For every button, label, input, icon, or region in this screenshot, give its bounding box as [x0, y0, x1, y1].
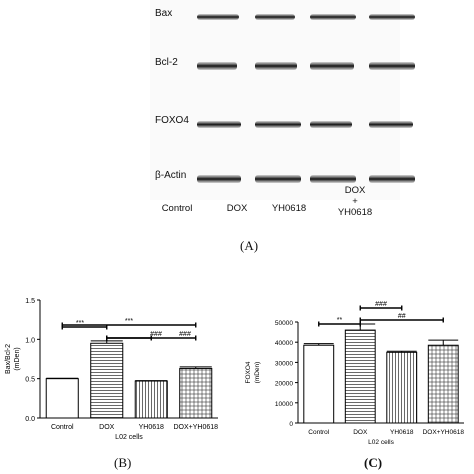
x-tick-label: DOX+YH0618: [423, 429, 465, 436]
x-axis-label: L02 cells: [368, 439, 394, 446]
y-tick-label: 0.5: [25, 377, 35, 384]
band-actin-4: [369, 175, 415, 183]
significance-label: ###: [179, 331, 191, 338]
bar-control: [45, 378, 79, 419]
significance-label: ***: [125, 318, 133, 325]
y-tick-label: 50000: [275, 320, 293, 327]
x-tick-label: YH0618: [390, 429, 414, 436]
band-actin-3: [310, 175, 356, 183]
significance-label: ###: [150, 331, 162, 338]
band-foxo4-3: [310, 121, 352, 128]
blot-label-bcl2: Bcl-2: [155, 57, 178, 68]
band-bax-2: [255, 14, 295, 20]
panel-label-b: (B): [114, 455, 132, 470]
significance-label: **: [337, 317, 343, 324]
x-tick-label: DOX: [99, 424, 115, 431]
band-bcl2-4: [369, 62, 415, 70]
bar-dox-yh0618: [179, 367, 213, 419]
bar-dox-yh0618: [427, 344, 459, 424]
lane-label-dox-yh0618: DOX + YH0618: [337, 185, 373, 218]
blot-label-actin: β-Actin: [155, 170, 187, 181]
blot-background: [150, 0, 400, 200]
bar-yh0618: [386, 351, 418, 424]
band-actin-2: [255, 175, 301, 183]
x-tick-label: YH0618: [139, 424, 164, 431]
band-foxo4-4: [369, 121, 413, 128]
y-tick-label: 20000: [275, 381, 293, 388]
bar-dox: [344, 329, 376, 424]
y-axis-label: Bax/Bcl-2 (mDen): [5, 344, 21, 374]
blot-image: [150, 0, 415, 200]
blot-label-foxo4: FOXO4: [155, 115, 189, 126]
x-axis-label: L02 cells: [115, 434, 143, 441]
y-tick-label: 0.0: [25, 416, 35, 423]
panel-label-c: (C): [364, 455, 383, 470]
y-tick-label: 1.0: [25, 337, 35, 344]
lane-label-dox: DOX: [226, 203, 248, 214]
y-tick-label: 1.5: [25, 298, 35, 305]
y-tick-label: 10000: [275, 401, 293, 408]
x-tick-label: Control: [308, 429, 330, 436]
y-tick-label: 0: [289, 421, 293, 428]
x-tick-label: DOX: [353, 429, 368, 436]
foxo4-chart: 0 10000 20000 30000 40000 50000 FOXO4 (mDen) Con…: [245, 301, 465, 446]
band-bcl2-3: [310, 62, 354, 70]
band-bcl2-1: [197, 62, 237, 70]
y-tick-label: 40000: [275, 340, 293, 347]
band-bax-1: [197, 14, 239, 20]
lane-label-yh0618: YH0618: [271, 203, 307, 214]
significance-label: ##: [398, 313, 406, 320]
bar-control: [303, 344, 335, 424]
band-bax-4: [369, 14, 415, 20]
panel-label-a: (A): [240, 238, 259, 253]
significance-label: ###: [375, 301, 387, 308]
band-actin-1: [197, 175, 241, 183]
bar-dox: [90, 342, 124, 419]
x-tick-label: Control: [51, 424, 74, 431]
significance-label: ***: [76, 320, 84, 327]
band-foxo4-1: [197, 121, 241, 128]
bar-yh0618: [134, 380, 168, 419]
y-axis-label: FOXO4 (mDen): [245, 361, 261, 383]
band-bax-3: [310, 14, 356, 20]
x-tick-label: DOX+YH0618: [173, 424, 218, 431]
lane-label-control: Control: [161, 203, 193, 214]
blot-bands: [197, 14, 415, 183]
blot-label-bax: Bax: [155, 8, 173, 19]
band-bcl2-2: [255, 62, 297, 70]
band-foxo4-2: [255, 121, 301, 128]
y-tick-label: 30000: [275, 360, 293, 367]
bax-bcl2-chart: 0.0 0.5 1.0 1.5 Bax/Bcl-2 (mDen) Control DOX YH0…: [5, 298, 218, 441]
western-blot-panel: Bax Bcl-2 FOXO4 β-Actin Control DOX YH06…: [0, 0, 474, 230]
